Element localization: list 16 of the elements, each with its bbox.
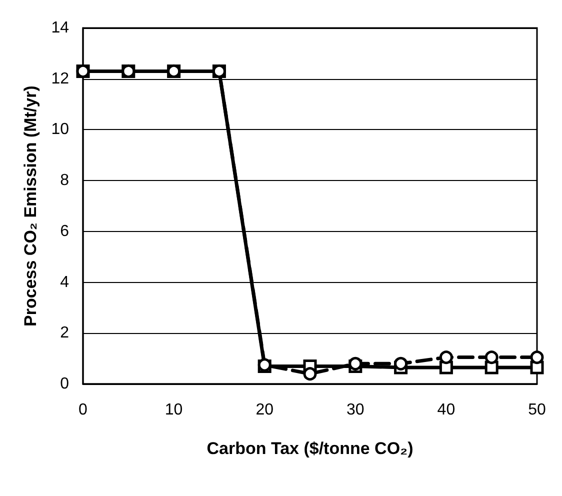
y-tick-label: 2 [60, 324, 70, 342]
x-tick-label: 30 [346, 402, 364, 418]
y-tick-label: 10 [51, 121, 70, 138]
y-tick-label: 12 [51, 70, 70, 88]
x-axis-title: Carbon Tax ($/tonne CO₂) [206, 439, 414, 458]
y-tick-label: 14 [51, 20, 70, 36]
y-tick-label: 8 [60, 172, 70, 190]
y-axis-title: Process CO₂ Emission (Mt/yr) [21, 86, 40, 326]
y-tick-label: 4 [60, 274, 70, 291]
y-tick-label: 6 [60, 222, 70, 240]
y-tick-label: 0 [60, 376, 70, 392]
x-tick-label: 0 [78, 402, 88, 418]
x-tick-label: 40 [437, 402, 456, 418]
x-tick-label: 20 [256, 402, 274, 418]
x-tick-label: 10 [164, 402, 183, 418]
x-tick-label: 50 [528, 402, 546, 418]
